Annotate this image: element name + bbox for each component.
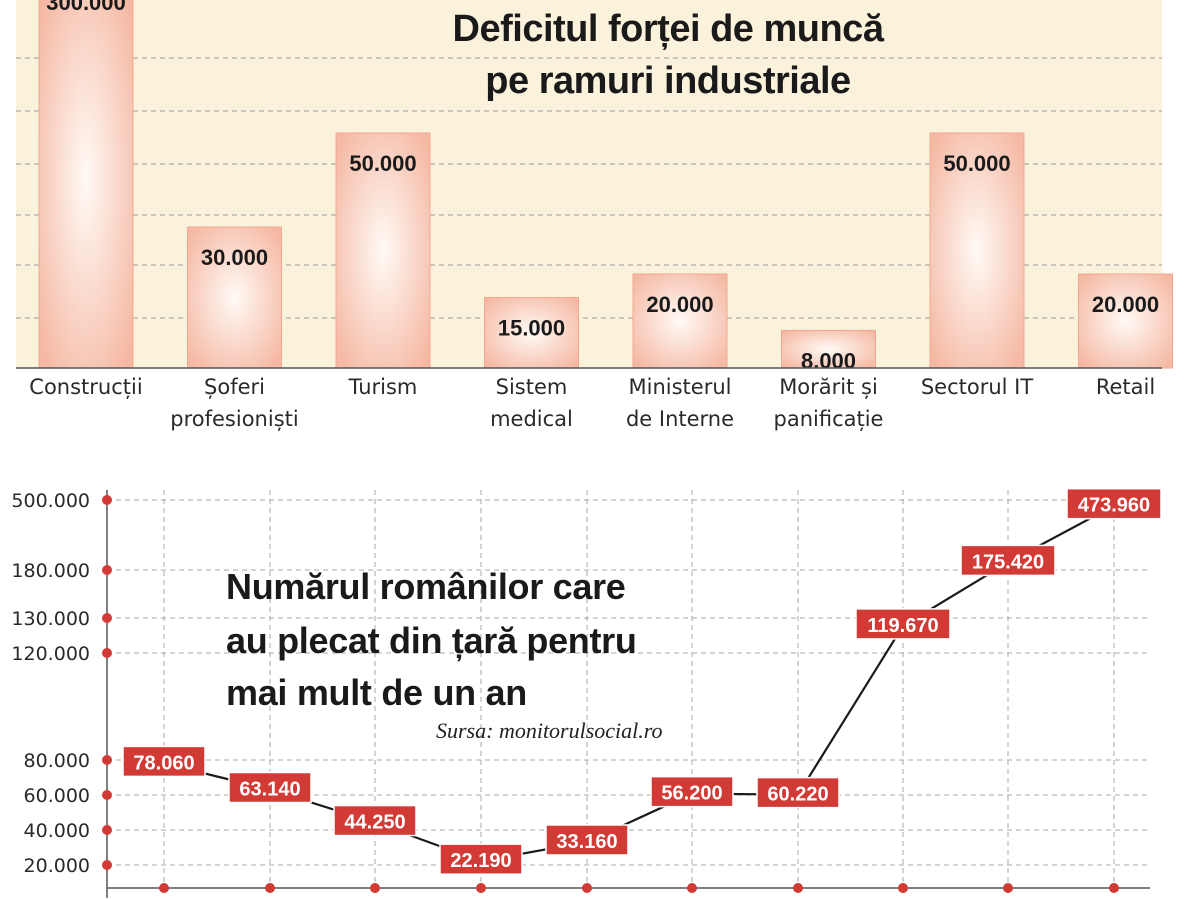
- bar: [484, 297, 579, 369]
- bar-category-label: profesioniști: [170, 407, 298, 431]
- bar-value-label: 30.000: [201, 245, 268, 270]
- line-y-tick-label: 40.000: [24, 820, 90, 842]
- line-point-label: 44.250: [344, 812, 405, 834]
- bar-category-label: Șoferi: [204, 375, 265, 399]
- bar-value-label: 8.000: [801, 348, 856, 373]
- bar: [781, 329, 876, 369]
- line-point-label-box: [960, 544, 1056, 577]
- line-y-tick-marker: [102, 860, 112, 870]
- line-y-tick-marker: [102, 495, 112, 505]
- line-y-tick-label: 120.000: [11, 643, 90, 665]
- bar-category-label: panificație: [774, 407, 884, 431]
- line-point-label-box: [756, 776, 840, 809]
- line-path: [163, 504, 1115, 863]
- line-point-label: 33.160: [556, 831, 617, 853]
- line-point-label-box: [1066, 487, 1162, 520]
- bar-category-label: medical: [490, 407, 573, 431]
- bar-chart-title-line-1: Deficitul forței de muncă: [452, 8, 884, 50]
- line-point-label: 78.060: [133, 752, 194, 774]
- line-y-tick-label: 500.000: [11, 490, 90, 512]
- line-y-tick-marker: [102, 790, 112, 800]
- line-point-label-box: [439, 843, 523, 875]
- line-point-label-box: [545, 824, 629, 856]
- line-point-label: 60.220: [767, 784, 828, 806]
- bar-category-label: Construcții: [29, 375, 142, 399]
- line-point-label-box: [855, 608, 951, 640]
- bar: [38, 0, 134, 369]
- bar: [632, 273, 728, 369]
- bar: [1078, 273, 1173, 369]
- bar-category-labels: Construcții Șoferi profesioniști Turism Sist…: [29, 375, 1155, 431]
- line-y-tick-label: 80.000: [24, 750, 90, 772]
- line-chart-title-line-2: au plecat din țară pentru: [226, 620, 637, 661]
- line-point-label: 175.420: [972, 551, 1044, 573]
- line-x-tick-marker: [265, 883, 275, 893]
- line-point-label: 22.190: [450, 850, 511, 872]
- line-y-tick-marker: [102, 825, 112, 835]
- line-x-tick-marker: [476, 883, 486, 893]
- line-point-label: 56.200: [661, 783, 722, 805]
- line-point-label: 473.960: [1078, 495, 1150, 517]
- bar: [335, 132, 431, 369]
- line-chart-title-line-1: Numărul românilor care: [226, 566, 626, 607]
- line-y-tick-marker: [102, 755, 112, 765]
- bar-value-label: 20.000: [646, 292, 713, 317]
- bar-category-label: Morărit și: [779, 375, 878, 399]
- line-x-tick-marker: [1003, 883, 1013, 893]
- line-x-tick-marker: [159, 883, 169, 893]
- bar-category-label: Retail: [1096, 375, 1155, 399]
- bar-category-label: Turism: [348, 375, 418, 399]
- line-axes: [106, 490, 1150, 898]
- bar-category-label: de Interne: [626, 407, 734, 431]
- line-series: [163, 504, 1115, 863]
- line-y-tick-labels: 500.000 180.000 130.000 120.000 80.000 60.000…: [11, 490, 112, 877]
- line-y-tick-label: 130.000: [11, 608, 90, 630]
- line-chart-source: Sursa: monitorulsocial.ro: [436, 718, 663, 743]
- line-point-label-box: [650, 775, 734, 808]
- line-y-tick-label: 180.000: [11, 560, 90, 582]
- line-y-tick-marker: [102, 648, 112, 658]
- bar-chart-title-line-2: pe ramuri industriale: [485, 60, 851, 102]
- line-x-tick-marker: [1109, 883, 1119, 893]
- bar-category-label: Ministerul: [629, 375, 732, 399]
- line-chart-title-line-3: mai mult de un an: [226, 672, 527, 713]
- line-y-tick-label: 20.000: [24, 855, 90, 877]
- bar-value-label: 300.000: [46, 0, 126, 15]
- line-point-labels: 78.060 63.140 44.250 22.190 33.160 56.200 60.2…: [122, 487, 1162, 875]
- line-x-tick-marker: [898, 883, 908, 893]
- bar-category-label: Sistem: [496, 375, 568, 399]
- line-point-label-box: [333, 804, 417, 837]
- bar-category-label: Sectorul IT: [921, 375, 1034, 399]
- line-x-tick-marker: [687, 883, 697, 893]
- line-chart: 500.000 180.000 130.000 120.000 80.000 60.000…: [11, 487, 1162, 898]
- line-x-tick-marker: [582, 883, 592, 893]
- bars: 300.000 30.000 50.000 15.000 20.000 8.000 50.0…: [38, 0, 1173, 373]
- bar: [187, 226, 282, 369]
- bar-value-label: 50.000: [349, 151, 416, 176]
- line-y-tick-marker: [102, 565, 112, 575]
- bar-chart: 300.000 30.000 50.000 15.000 20.000 8.000 50.0…: [16, 0, 1173, 431]
- bar-value-label: 50.000: [943, 151, 1010, 176]
- line-point-label-box: [228, 771, 312, 804]
- line-point-label: 119.670: [867, 615, 938, 637]
- line-point-label-box: [122, 745, 206, 778]
- line-x-tick-marker: [793, 883, 803, 893]
- bar-value-label: 20.000: [1092, 292, 1159, 317]
- line-point-label: 63.140: [239, 779, 300, 801]
- line-y-tick-label: 60.000: [24, 785, 90, 807]
- line-x-tick-marker: [370, 883, 380, 893]
- line-y-tick-marker: [102, 613, 112, 623]
- bar: [929, 132, 1025, 369]
- bar-value-label: 15.000: [498, 316, 565, 341]
